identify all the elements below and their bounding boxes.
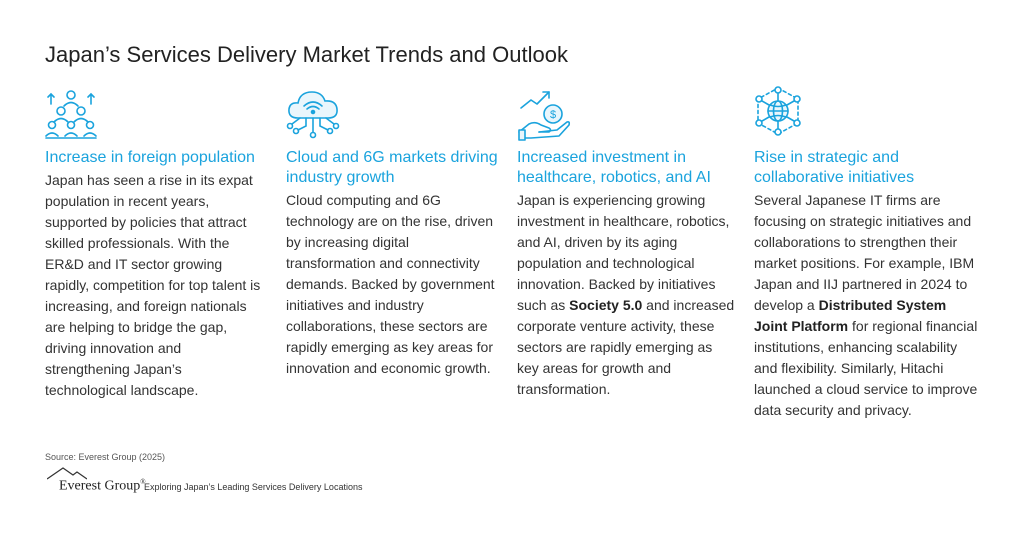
trend-body: Cloud computing and 6G technology are on… (286, 190, 498, 379)
body-text: Several Japanese IT firms are focusing o… (754, 192, 975, 313)
trend-heading: Increase in foreign population (45, 149, 255, 166)
body-text: Japan has seen a rise in its expat popul… (45, 172, 261, 398)
company-logo: Everest Group® (59, 478, 146, 494)
investment-growth-icon: $ (517, 86, 735, 142)
body-text: for regional financial institutions, enh… (754, 318, 978, 418)
trend-column-cloud-6g: Cloud and 6G markets driving industry gr… (286, 86, 498, 379)
trend-body: Japan is experiencing growing investment… (517, 190, 735, 400)
population-growth-icon (45, 86, 267, 142)
cloud-network-icon (286, 86, 498, 142)
trend-column-foreign-population: Increase in foreign population Japan has… (45, 86, 267, 401)
trend-heading: Rise in strategic and collaborative init… (754, 149, 915, 186)
body-text: and increased corporate venture activity… (517, 297, 735, 397)
footer-caption: Exploring Japan’s Leading Services Deliv… (144, 482, 363, 492)
body-text: Japan is experiencing growing investment… (517, 192, 730, 313)
trend-body: Japan has seen a rise in its expat popul… (45, 170, 267, 401)
body-text: Cloud computing and 6G technology are on… (286, 192, 495, 376)
footer: Everest Group® Exploring Japan’s Leading… (45, 466, 445, 496)
trend-column-strategic-initiatives: Rise in strategic and collaborative init… (754, 86, 982, 421)
mountain-logo-icon (46, 466, 88, 485)
global-network-icon (754, 86, 982, 142)
trend-heading: Increased investment in healthcare, robo… (517, 149, 711, 186)
bold-text: Society 5.0 (569, 297, 643, 313)
page-title: Japan’s Services Delivery Market Trends … (45, 42, 568, 67)
trend-column-investment: $ Increased investment in healthcare, ro… (517, 86, 735, 400)
source-note: Source: Everest Group (2025) (45, 452, 166, 462)
svg-text:$: $ (550, 109, 556, 121)
trend-body: Several Japanese IT firms are focusing o… (754, 190, 982, 421)
bold-text: Distributed System Joint Platform (754, 297, 947, 334)
trend-heading: Cloud and 6G markets driving industry gr… (286, 149, 498, 186)
